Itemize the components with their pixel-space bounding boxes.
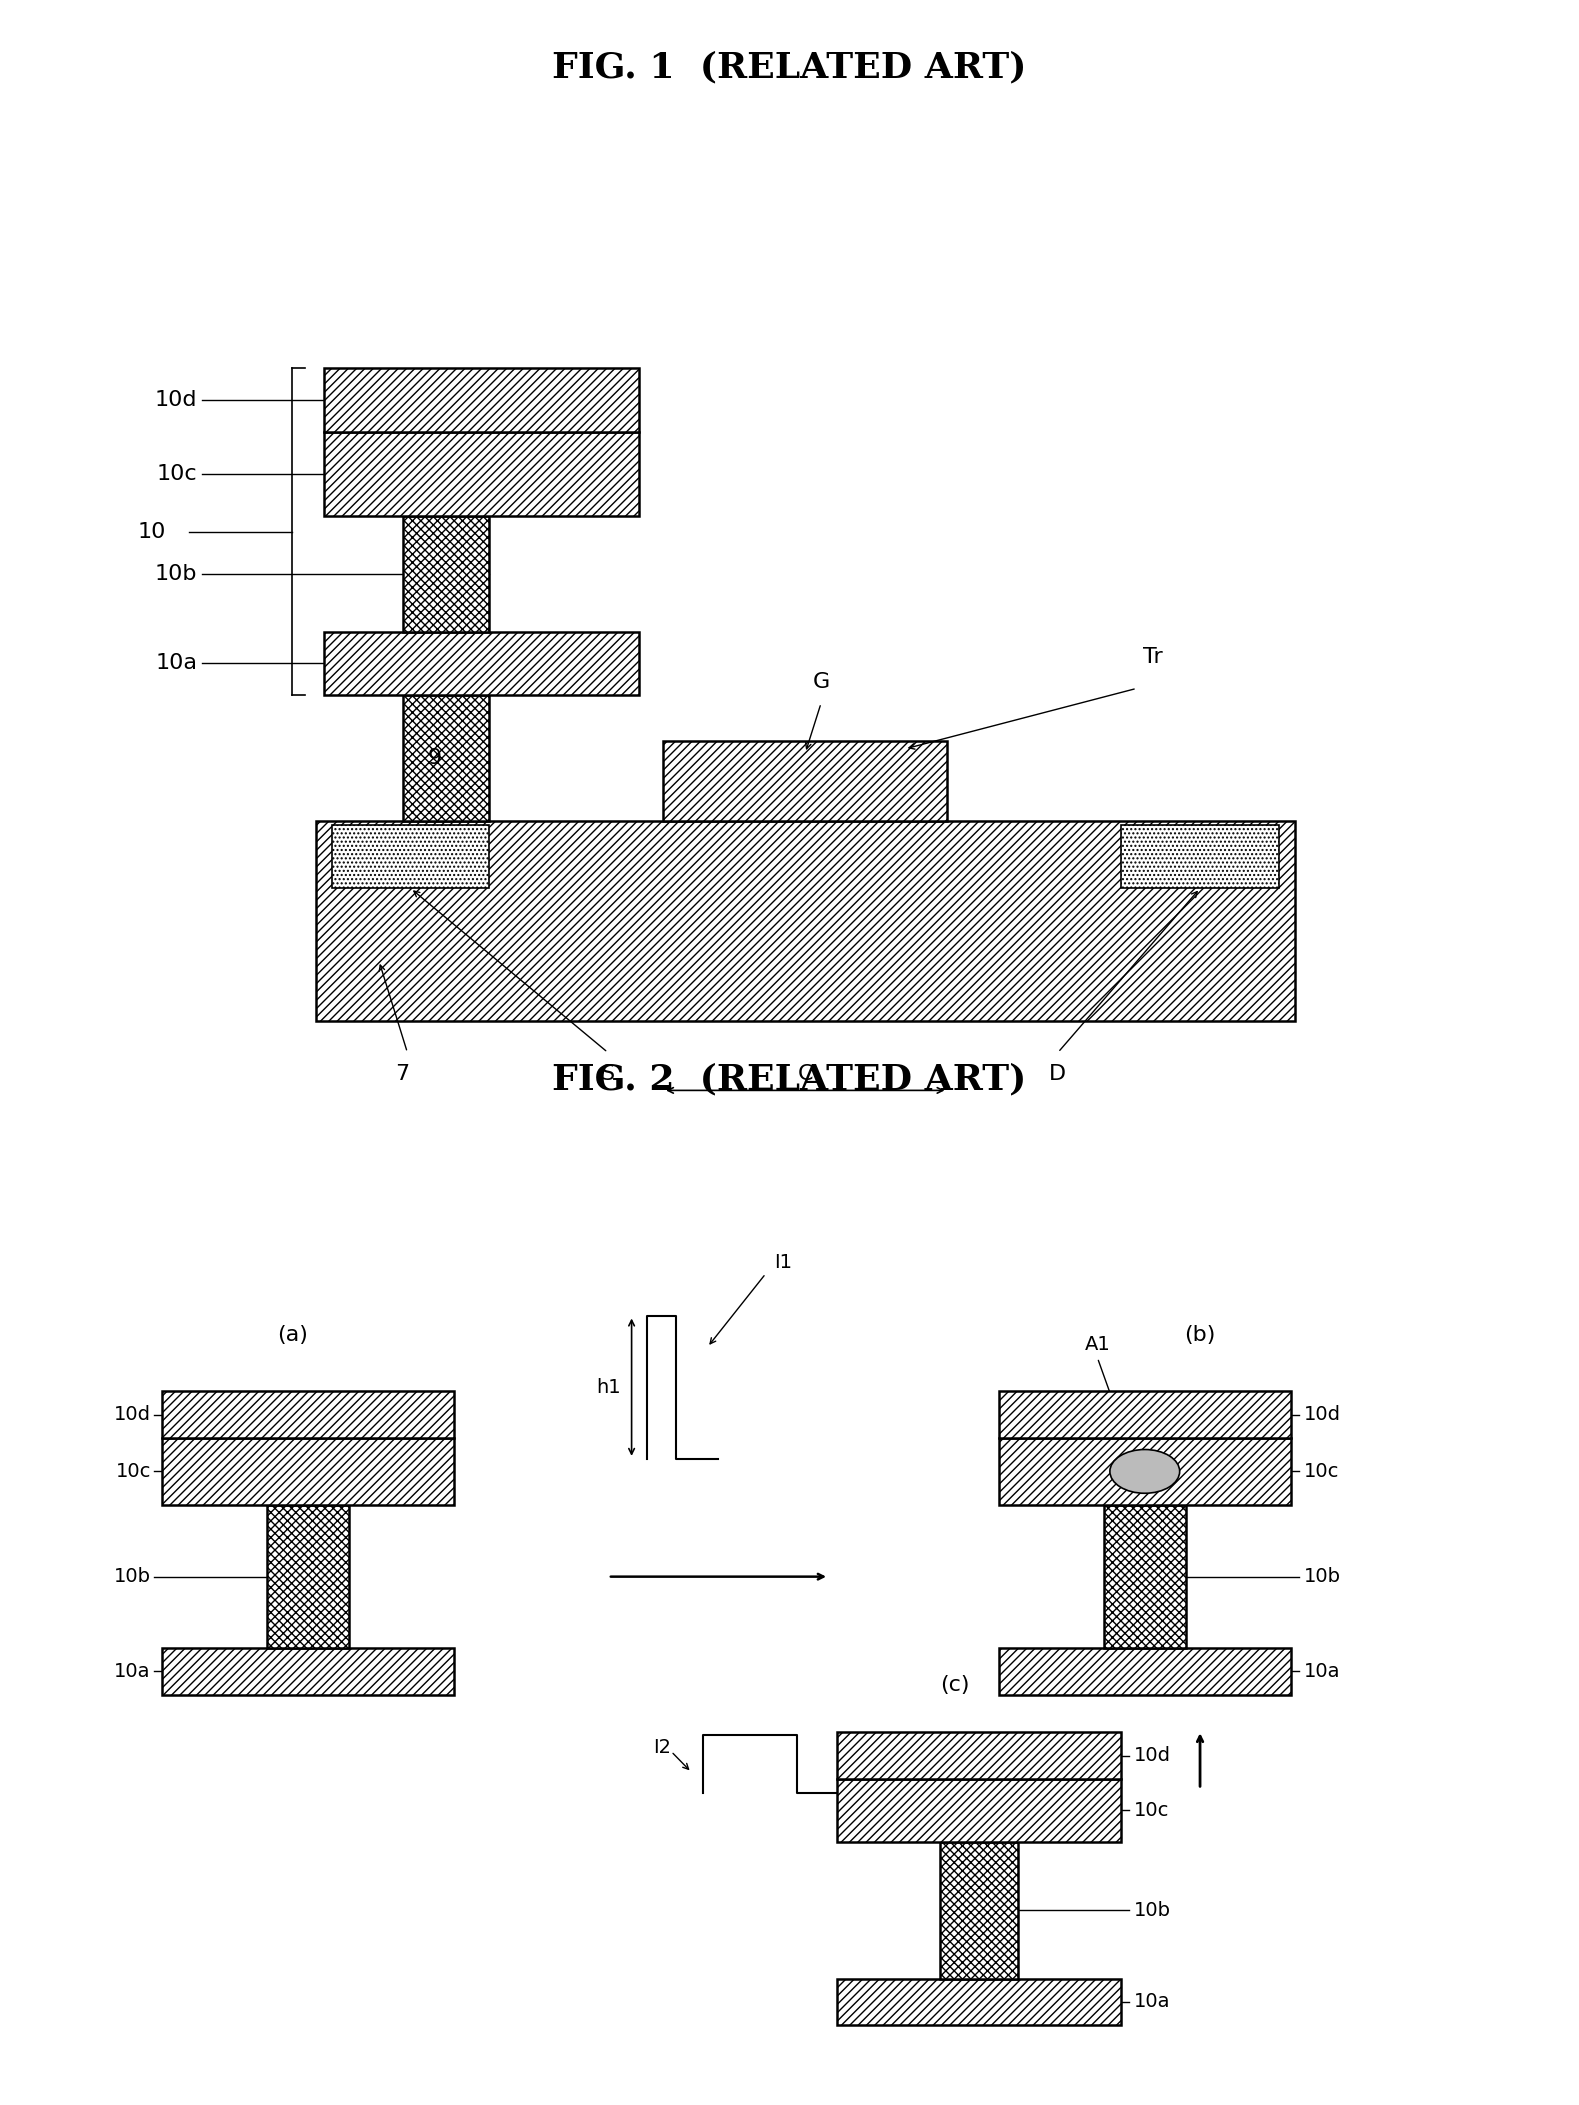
Text: 10d: 10d: [1303, 1404, 1341, 1425]
Ellipse shape: [1110, 1450, 1180, 1492]
Text: Tr: Tr: [1143, 646, 1162, 667]
Text: G: G: [813, 671, 829, 693]
Text: I1: I1: [774, 1252, 791, 1274]
Bar: [324, 632, 639, 695]
Text: 10b: 10b: [114, 1566, 152, 1587]
Bar: [324, 368, 639, 432]
Text: 10b: 10b: [1303, 1566, 1341, 1587]
Text: 10b: 10b: [155, 564, 197, 583]
Text: 10a: 10a: [114, 1661, 152, 1682]
Bar: [324, 432, 639, 516]
Bar: [1121, 825, 1279, 888]
Text: 10a: 10a: [1134, 1991, 1170, 2012]
Text: 9: 9: [428, 747, 442, 768]
Bar: [163, 1648, 455, 1695]
Text: FIG. 1  (RELATED ART): FIG. 1 (RELATED ART): [553, 51, 1026, 84]
Text: A1: A1: [1085, 1335, 1110, 1354]
Text: 10d: 10d: [155, 389, 197, 410]
Text: (a): (a): [276, 1324, 308, 1345]
Bar: [998, 1391, 1292, 1438]
Text: 10c: 10c: [156, 463, 197, 484]
Text: (c): (c): [941, 1673, 970, 1695]
Bar: [940, 1842, 1018, 1979]
Bar: [1104, 1505, 1186, 1648]
Text: 10a: 10a: [1303, 1661, 1341, 1682]
Bar: [403, 695, 489, 821]
Text: 10c: 10c: [115, 1461, 152, 1482]
Bar: [663, 741, 947, 821]
Text: 10: 10: [137, 522, 166, 541]
Text: h1: h1: [595, 1377, 621, 1398]
Text: 10d: 10d: [1134, 1745, 1170, 1766]
Text: 7: 7: [396, 1063, 409, 1084]
Text: S: S: [602, 1063, 614, 1084]
Text: 10b: 10b: [1134, 1901, 1170, 1920]
Bar: [998, 1648, 1292, 1695]
Bar: [163, 1391, 455, 1438]
Bar: [403, 516, 489, 632]
Bar: [837, 1979, 1121, 2025]
Text: 10c: 10c: [1303, 1461, 1339, 1482]
Text: I2: I2: [654, 1737, 671, 1758]
Bar: [332, 825, 489, 888]
Bar: [316, 821, 1295, 1021]
Bar: [267, 1505, 349, 1648]
Bar: [998, 1438, 1292, 1505]
Bar: [163, 1438, 455, 1505]
Text: 10c: 10c: [1134, 1800, 1168, 1821]
Bar: [837, 1779, 1121, 1842]
Text: D: D: [1050, 1063, 1066, 1084]
Text: (b): (b): [1184, 1324, 1216, 1345]
Text: FIG. 2  (RELATED ART): FIG. 2 (RELATED ART): [553, 1063, 1026, 1097]
Text: 10a: 10a: [155, 653, 197, 674]
Text: 10d: 10d: [114, 1404, 152, 1425]
Bar: [837, 1732, 1121, 1779]
Text: C: C: [797, 1063, 813, 1084]
